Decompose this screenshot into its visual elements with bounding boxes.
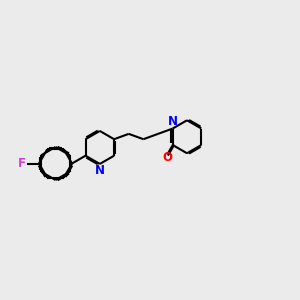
Text: N: N <box>95 164 105 177</box>
Text: F: F <box>18 157 26 170</box>
Text: O: O <box>162 151 172 164</box>
Text: N: N <box>168 115 178 128</box>
